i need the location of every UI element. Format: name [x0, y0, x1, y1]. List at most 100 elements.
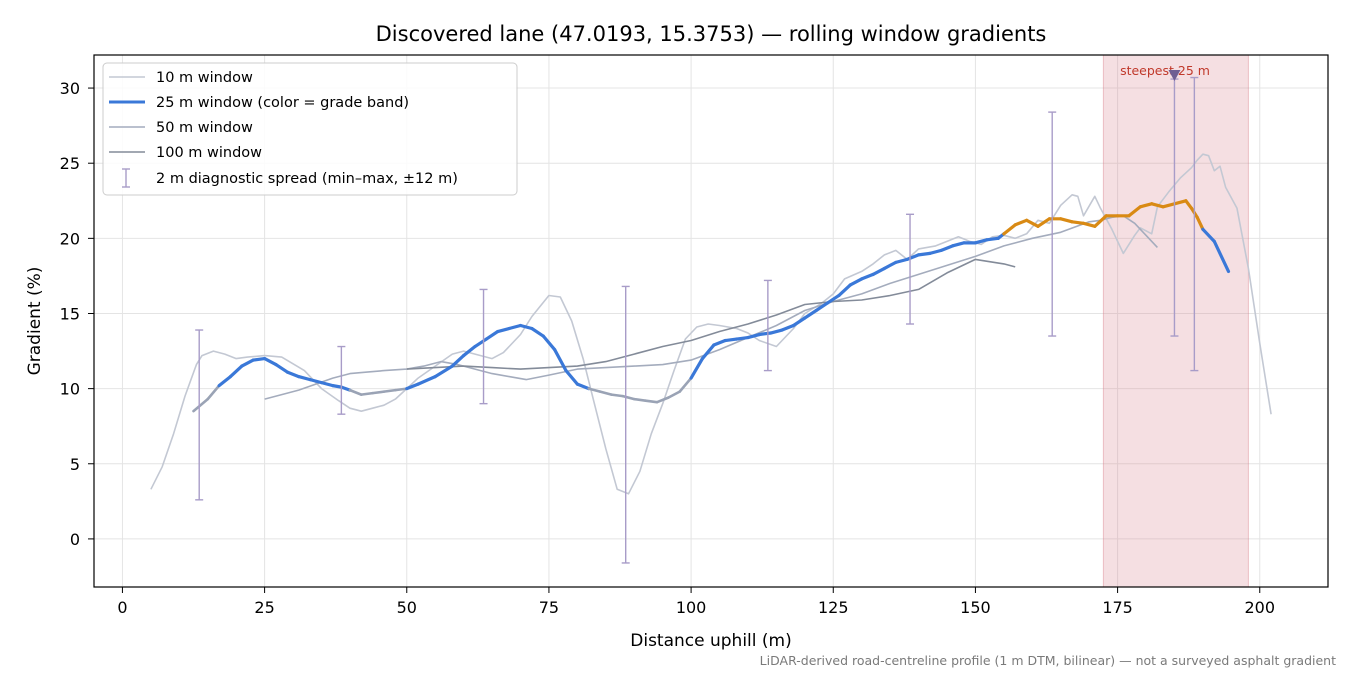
y-tick-label: 15 [60, 304, 80, 323]
series-25m-segment [1172, 199, 1188, 206]
series-25m-segment [371, 390, 386, 395]
series-25m-segment [228, 364, 244, 379]
y-tick-label: 5 [70, 455, 80, 474]
series-25m-segment [712, 338, 727, 347]
series-25m-segment [667, 390, 682, 399]
legend-label-50m: 50 m window [156, 120, 253, 136]
series-25m-segment [405, 382, 420, 391]
error-bar-layer [195, 76, 1199, 564]
y-tick-label: 10 [60, 380, 80, 399]
series-25m-segment [882, 260, 898, 271]
tick-layer: 0 25 50 75 100 125 150 175 200 0 5 10 15 20 25 30 [60, 79, 1275, 617]
legend: 10 m window 25 m window (color = grade b… [102, 62, 518, 196]
series-25m-segment [791, 316, 807, 328]
series-25m-segment [359, 391, 374, 396]
series-25m-segment [848, 277, 864, 287]
series-25m-segment [814, 301, 830, 313]
series-25m-segment [825, 293, 841, 305]
chart-title: Discovered lane (47.0193, 15.3753) — rol… [376, 22, 1047, 46]
series-25m-segment [700, 343, 716, 361]
series-25m-segment [1127, 205, 1142, 218]
series-25m-segment [1093, 214, 1108, 228]
series-25m-segment [621, 394, 636, 401]
steepest-marker-icon [1168, 70, 1181, 82]
series-25m-segment [262, 356, 278, 367]
legend-label-10m: 10 m window [156, 70, 253, 86]
series-25m-segment [632, 397, 647, 402]
series-25m-segment [916, 251, 932, 257]
series-25m-segment [394, 387, 409, 392]
series-25m-segment [1013, 218, 1029, 227]
series-25m-segment [871, 266, 887, 277]
series-25m-segment [308, 378, 324, 385]
series-25m-segment [507, 323, 523, 331]
x-axis-label: Distance uphill (m) [630, 631, 791, 651]
steepest-band-layer [1102, 54, 1249, 588]
chart-caption: LiDAR-derived road-centreline profile (1… [760, 653, 1336, 668]
series-25m-segment [928, 248, 943, 255]
legend-label-25m: 25 m window (color = grade band) [156, 95, 409, 111]
series-25m-segment [564, 368, 579, 386]
series-25m-segment [587, 387, 602, 393]
x-tick-label: 200 [1244, 598, 1275, 617]
series-25m-segment [285, 370, 301, 379]
series-25m-segment [575, 382, 591, 391]
series-25m-segment [803, 308, 818, 320]
series-25m-segment [348, 388, 363, 396]
series-25m-segment [1081, 221, 1097, 228]
series-25m-segment [723, 337, 739, 343]
series-25m-segment [1002, 223, 1017, 236]
x-tick-label: 50 [397, 598, 417, 617]
series-25m-segment [217, 375, 233, 388]
series-25m-segment [496, 326, 511, 334]
x-tick-label: 100 [676, 598, 707, 617]
series-25m-segment [484, 329, 500, 341]
series-25m-segment [689, 356, 705, 380]
x-tick-label: 150 [960, 598, 991, 617]
series-25m-segment [416, 375, 437, 386]
y-tick-label: 25 [60, 154, 80, 173]
series-line-2 [264, 215, 1158, 400]
plot-frame [93, 54, 1329, 588]
series-25m-segment [1138, 202, 1154, 209]
x-tick-label: 175 [1102, 598, 1133, 617]
series-25m-segment [894, 257, 909, 264]
series-25m-segment [274, 362, 289, 374]
x-tick-label: 125 [818, 598, 849, 617]
series-25m-segment [655, 396, 670, 404]
steepest-band-label: steepest 25 m [1120, 63, 1210, 78]
series-25m-segment [473, 337, 488, 349]
series-25m-segment [1161, 202, 1177, 209]
series-25m-segment [1201, 227, 1216, 243]
series-25m-segment [297, 375, 312, 382]
series-25m-segment [780, 323, 796, 332]
series-layer [150, 153, 1272, 495]
series-25m-segment [530, 326, 545, 338]
legend-swatch-errorbar [122, 168, 130, 188]
series-25m-segment [734, 335, 750, 341]
series-25m-segment [1212, 239, 1231, 274]
legend-label-100m: 100 m window [156, 145, 262, 161]
series-25m-segment [240, 358, 255, 368]
series-25m-segment [450, 353, 466, 368]
series-25m-segment [939, 244, 955, 252]
series-25m-segment [518, 323, 534, 331]
series-25m-segment [1059, 217, 1074, 224]
x-tick-label: 0 [117, 598, 127, 617]
series-25m-segment [339, 385, 352, 392]
grid-layer [94, 55, 1328, 587]
legend-label-errorbar: 2 m diagnostic spread (min–max, ±12 m) [156, 171, 458, 187]
series-25m-segment [837, 283, 852, 298]
series-25m-segment [644, 399, 659, 404]
y-tick-label: 0 [70, 530, 80, 549]
series-25m-segment [382, 388, 397, 393]
series-25m-segment [1025, 218, 1040, 228]
series-25m-segment [1150, 202, 1165, 209]
series-25m-segment [951, 241, 966, 248]
series-25m-segment [1195, 215, 1205, 231]
series-25m-segment [553, 347, 568, 373]
series-25m-segment [462, 344, 477, 358]
series-25m-segment [860, 272, 875, 281]
steepest-band [1102, 54, 1249, 588]
